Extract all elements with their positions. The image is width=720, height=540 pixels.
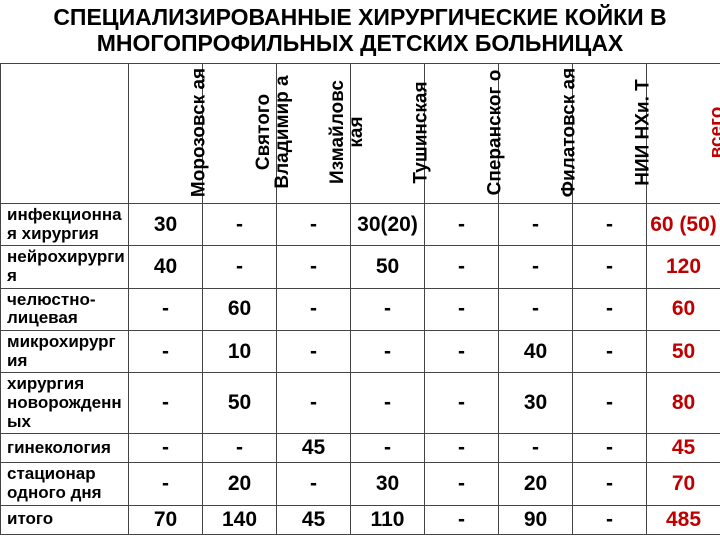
cell-total: 60 — [647, 288, 720, 330]
table-row: стационар одного дня-20-30-20-70 — [1, 463, 720, 505]
table-row: гинекология--45----45 — [1, 434, 720, 463]
row-label: инфекционна я хирургия — [1, 203, 129, 245]
cell: - — [277, 246, 351, 288]
cell: - — [425, 246, 499, 288]
cell: 90 — [499, 505, 573, 534]
cell: 45 — [277, 434, 351, 463]
cell-total: 80 — [647, 373, 720, 434]
cell: - — [203, 246, 277, 288]
cell: 30 — [129, 203, 203, 245]
table-row: нейрохирурги я40--50---120 — [1, 246, 720, 288]
cell: - — [351, 288, 425, 330]
cell: - — [351, 331, 425, 373]
cell: 30(20) — [351, 203, 425, 245]
cell: 40 — [499, 331, 573, 373]
cell: - — [499, 246, 573, 288]
row-label: нейрохирурги я — [1, 246, 129, 288]
cell: - — [573, 331, 647, 373]
cell: - — [425, 373, 499, 434]
cell: 30 — [499, 373, 573, 434]
cell: - — [499, 203, 573, 245]
cell: 45 — [277, 505, 351, 534]
row-label: хирургия новорожденн ых — [1, 373, 129, 434]
cell: - — [277, 463, 351, 505]
cell: - — [573, 505, 647, 534]
cell: - — [573, 246, 647, 288]
cell: 10 — [203, 331, 277, 373]
cell: - — [425, 434, 499, 463]
cell: - — [277, 288, 351, 330]
title-line-1: СПЕЦИАЛИЗИРОВАННЫЕ ХИРУРГИЧЕСКИЕ КОЙКИ В — [53, 4, 666, 30]
table-header-row: Морозовск ая Святого Владимир а Измайлов… — [1, 63, 720, 203]
cell: 40 — [129, 246, 203, 288]
page-title: СПЕЦИАЛИЗИРОВАННЫЕ ХИРУРГИЧЕСКИЕ КОЙКИ В… — [0, 0, 720, 63]
cell-total: 70 — [647, 463, 720, 505]
cell: 140 — [203, 505, 277, 534]
table-row: итого7014045110-90-485 — [1, 505, 720, 534]
col-header: Филатовск ая — [499, 63, 573, 203]
table-row: челюстно-лицевая-60-----60 — [1, 288, 720, 330]
cell: - — [277, 203, 351, 245]
cell: 50 — [351, 246, 425, 288]
cell: 20 — [203, 463, 277, 505]
cell: - — [425, 331, 499, 373]
cell: 20 — [499, 463, 573, 505]
cell-total: 120 — [647, 246, 720, 288]
col-header: Святого Владимир а — [203, 63, 277, 203]
cell: - — [203, 434, 277, 463]
cell: - — [425, 463, 499, 505]
cell: - — [425, 203, 499, 245]
cell: - — [573, 463, 647, 505]
cell: - — [129, 288, 203, 330]
cell: - — [499, 288, 573, 330]
cell: - — [573, 203, 647, 245]
cell: - — [129, 331, 203, 373]
col-header: НИИ НХи. Т — [573, 63, 647, 203]
cell: - — [277, 331, 351, 373]
cell: - — [129, 434, 203, 463]
cell: 30 — [351, 463, 425, 505]
cell-total: 485 — [647, 505, 720, 534]
cell: 60 — [203, 288, 277, 330]
col-header-total: всего — [647, 63, 720, 203]
cell: - — [277, 373, 351, 434]
cell: - — [351, 373, 425, 434]
table-row: микрохирург ия-10---40-50 — [1, 331, 720, 373]
cell: - — [351, 434, 425, 463]
cell-total: 45 — [647, 434, 720, 463]
col-header: Морозовск ая — [129, 63, 203, 203]
cell: 70 — [129, 505, 203, 534]
cell: - — [499, 434, 573, 463]
table-body: инфекционна я хирургия30--30(20)---60 (5… — [1, 203, 720, 534]
table-row: хирургия новорожденн ых-50---30-80 — [1, 373, 720, 434]
table-row: инфекционна я хирургия30--30(20)---60 (5… — [1, 203, 720, 245]
data-table: Морозовск ая Святого Владимир а Измайлов… — [0, 63, 720, 535]
row-label: гинекология — [1, 434, 129, 463]
cell: - — [573, 288, 647, 330]
cell: 110 — [351, 505, 425, 534]
cell: - — [203, 203, 277, 245]
cell: - — [425, 288, 499, 330]
cell-total: 50 — [647, 331, 720, 373]
col-header-empty — [1, 63, 129, 203]
row-label: челюстно-лицевая — [1, 288, 129, 330]
row-label: микрохирург ия — [1, 331, 129, 373]
row-label: итого — [1, 505, 129, 534]
cell-total: 60 (50) — [647, 203, 720, 245]
cell: - — [129, 373, 203, 434]
cell: - — [129, 463, 203, 505]
cell: - — [573, 434, 647, 463]
cell: 50 — [203, 373, 277, 434]
row-label: стационар одного дня — [1, 463, 129, 505]
title-line-2: МНОГОПРОФИЛЬНЫХ ДЕТСКИХ БОЛЬНИЦАХ — [97, 30, 624, 56]
cell: - — [573, 373, 647, 434]
col-header: Сперанског о — [425, 63, 499, 203]
cell: - — [425, 505, 499, 534]
